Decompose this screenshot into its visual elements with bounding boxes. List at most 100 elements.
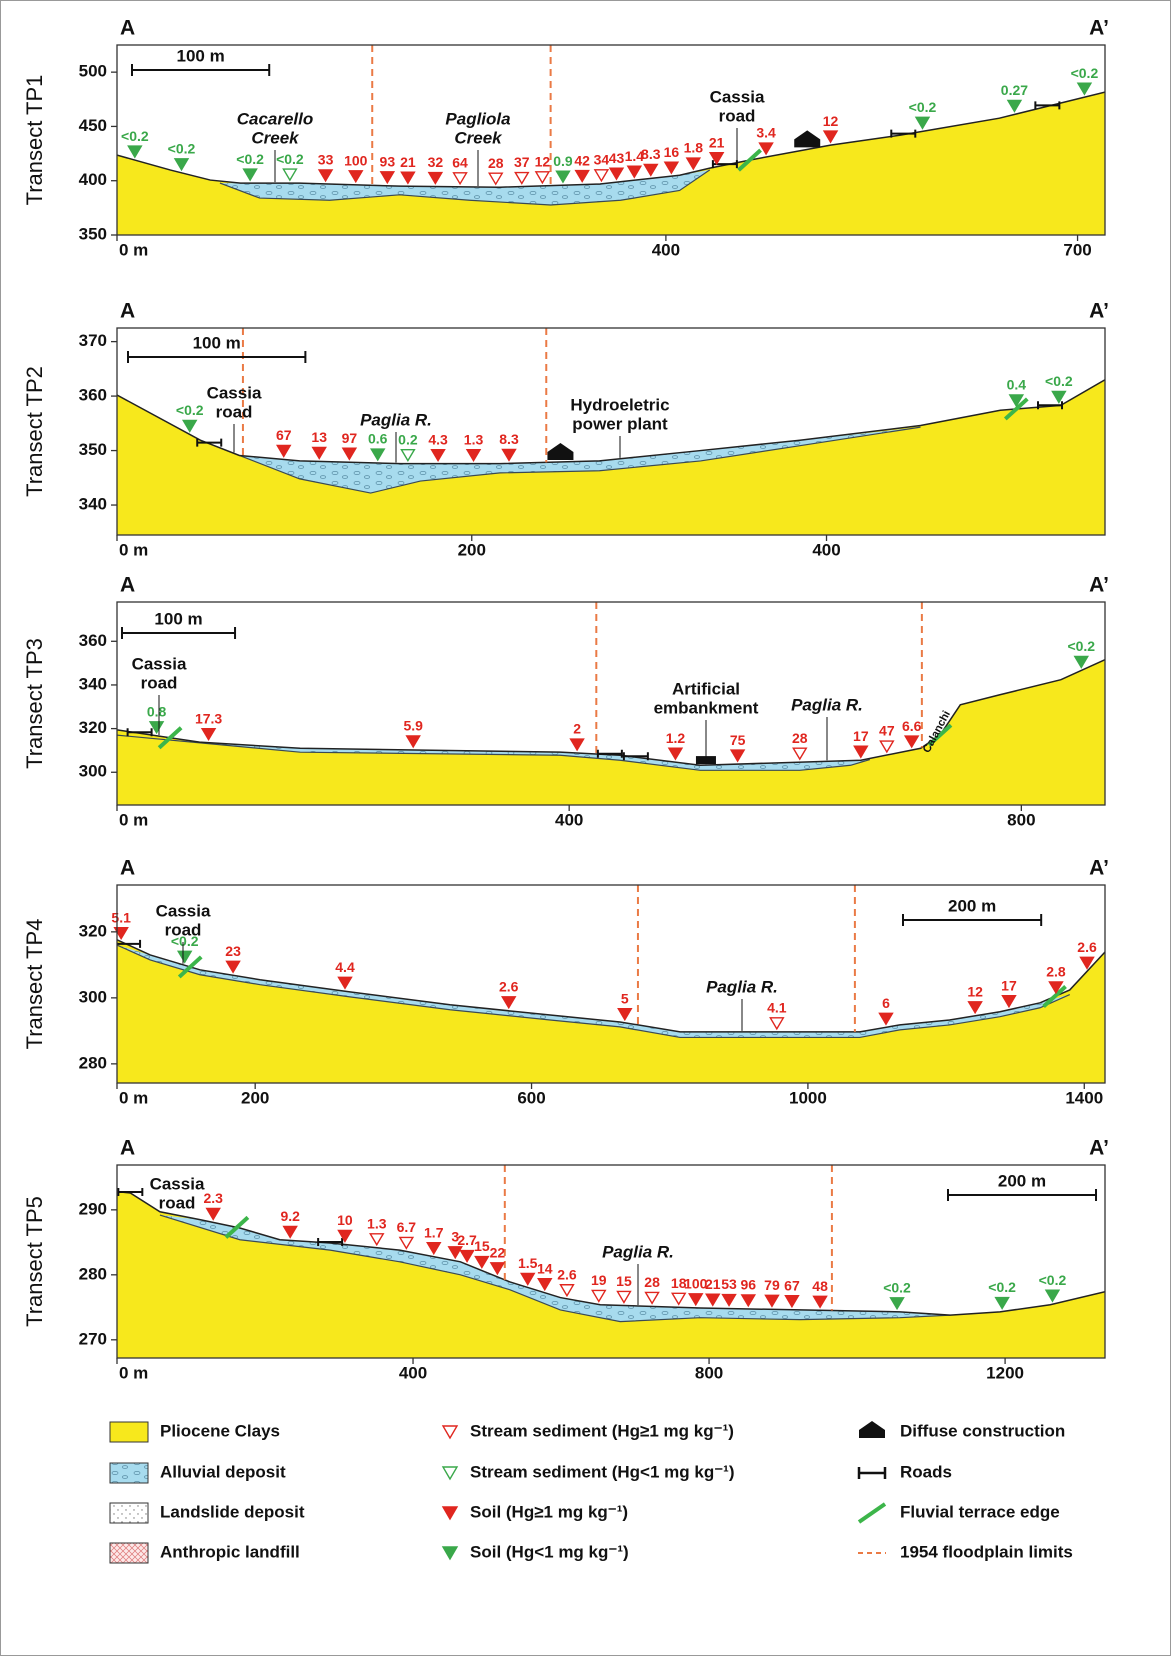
- y-axis-title: Transect TP2: [22, 366, 47, 497]
- annotation: Cassia: [710, 87, 765, 106]
- legend-symbol: [857, 1502, 887, 1524]
- x-tick-label: 1200: [986, 1363, 1024, 1382]
- annotation: Cassia: [150, 1174, 205, 1193]
- sample-label: 1.2: [666, 730, 686, 746]
- legend-label: Pliocene Clays: [160, 1421, 280, 1440]
- x-tick-label: 0 m: [119, 240, 148, 259]
- sample-label: 2.6: [557, 1266, 577, 1282]
- y-tick-label: 290: [79, 1199, 107, 1218]
- y-axis-title: Transect TP3: [22, 638, 47, 769]
- legend-label: Anthropic landfill: [160, 1542, 300, 1561]
- y-tick-label: 500: [79, 62, 107, 81]
- sample-label: 12: [823, 113, 839, 129]
- end-label: A’: [1089, 300, 1109, 323]
- y-tick-label: 400: [79, 170, 107, 189]
- sample-label: <0.2: [121, 128, 149, 144]
- x-tick-label: 1000: [789, 1088, 827, 1107]
- x-tick-label: 400: [399, 1363, 427, 1382]
- plot-frame: [116, 884, 1106, 1084]
- legend-label: Soil (Hg≥1 mg kg⁻¹): [470, 1502, 628, 1521]
- profile-panel: [117, 885, 1105, 1083]
- soil-sample: [317, 169, 334, 183]
- stream-sample: [769, 1017, 785, 1031]
- legend-symbol: [441, 1546, 459, 1561]
- stream-sample: [282, 168, 298, 182]
- sample-label: 0.6: [368, 431, 388, 447]
- sample-label: 67: [276, 427, 292, 443]
- sample-label: 0.4: [1007, 377, 1027, 393]
- stream-sample: [488, 172, 504, 186]
- soil-sample: [721, 1293, 737, 1307]
- plot-frame: [116, 327, 1106, 536]
- sample-label: 0.2: [398, 431, 418, 447]
- soil-sample: [181, 419, 198, 433]
- soil-sample: [465, 448, 482, 463]
- sample-label: 0.27: [1001, 82, 1028, 98]
- sample-label: 4.3: [428, 431, 448, 447]
- y-tick-label: 300: [79, 987, 107, 1006]
- sample-label: <0.2: [1071, 65, 1099, 81]
- legend-swatch: [109, 1421, 149, 1443]
- sample-label: 8.3: [499, 431, 519, 447]
- sample-label: 1.8: [684, 140, 704, 156]
- end-label: A: [120, 574, 135, 597]
- y-tick-label: 280: [79, 1053, 107, 1072]
- stream-sample: [534, 171, 551, 185]
- y-tick-label: 370: [79, 331, 107, 350]
- y-axis-title: Transect TP4: [22, 919, 47, 1050]
- soil-sample: [994, 1296, 1010, 1310]
- legend-swatch: [109, 1462, 149, 1484]
- ground-line: [117, 1190, 1105, 1316]
- y-tick-label: 350: [79, 440, 107, 459]
- sample-label: 21: [400, 154, 416, 170]
- sample-label: 79: [764, 1277, 780, 1293]
- soil-sample: [282, 1225, 298, 1239]
- sample-label: 23: [225, 943, 241, 959]
- legend-symbol: [441, 1425, 459, 1440]
- sample-label: 1.3: [367, 1215, 387, 1231]
- road: [317, 1237, 344, 1246]
- legend-swatch: [109, 1542, 149, 1564]
- alluvium-fill: [117, 735, 870, 771]
- terrace-edge: [927, 723, 953, 747]
- sample-label: <0.2: [1045, 373, 1073, 389]
- legend-symbol: [441, 1506, 459, 1521]
- sample-label: 28: [644, 1274, 660, 1290]
- soil-sample: [1079, 956, 1095, 970]
- soil-sample: [176, 950, 193, 964]
- soil-sample: [914, 116, 931, 130]
- soil-sample: [501, 996, 517, 1010]
- annotation: Creek: [454, 128, 503, 147]
- soil-sample: [127, 145, 143, 159]
- y-axis-title: Transect TP5: [22, 1196, 47, 1327]
- soil-sample: [617, 1008, 633, 1022]
- sample-label: 12: [535, 154, 551, 170]
- stream-sample: [593, 169, 610, 183]
- x-tick-label: 0 m: [119, 1363, 148, 1382]
- sample-label: 75: [730, 732, 746, 748]
- legend-label: Landslide deposit: [160, 1502, 305, 1521]
- end-label: A’: [1089, 574, 1109, 597]
- sample-label: 34: [594, 152, 610, 168]
- soil-sample: [379, 171, 396, 185]
- end-label: A’: [1089, 857, 1109, 880]
- annotation: Creek: [251, 128, 300, 147]
- sample-label: <0.2: [1039, 1272, 1067, 1288]
- sample-label: <0.2: [236, 151, 264, 167]
- y-axis-title: Transect TP1: [22, 75, 47, 206]
- sample-label: <0.2: [276, 151, 304, 167]
- y-tick-label: 360: [79, 631, 107, 650]
- road: [196, 438, 223, 447]
- soil-sample: [113, 926, 129, 941]
- soil-sample: [688, 1293, 704, 1307]
- y-tick-label: 350: [79, 224, 107, 243]
- scale-bar: [127, 351, 307, 363]
- sample-label: 3: [451, 1229, 459, 1245]
- soil-sample: [555, 170, 571, 184]
- stream-sample: [369, 1233, 385, 1247]
- clay-fill: [117, 379, 1105, 535]
- annotation: Cassia: [207, 383, 262, 402]
- sample-label: 1.3: [464, 431, 484, 447]
- sample-label: 16: [664, 144, 680, 160]
